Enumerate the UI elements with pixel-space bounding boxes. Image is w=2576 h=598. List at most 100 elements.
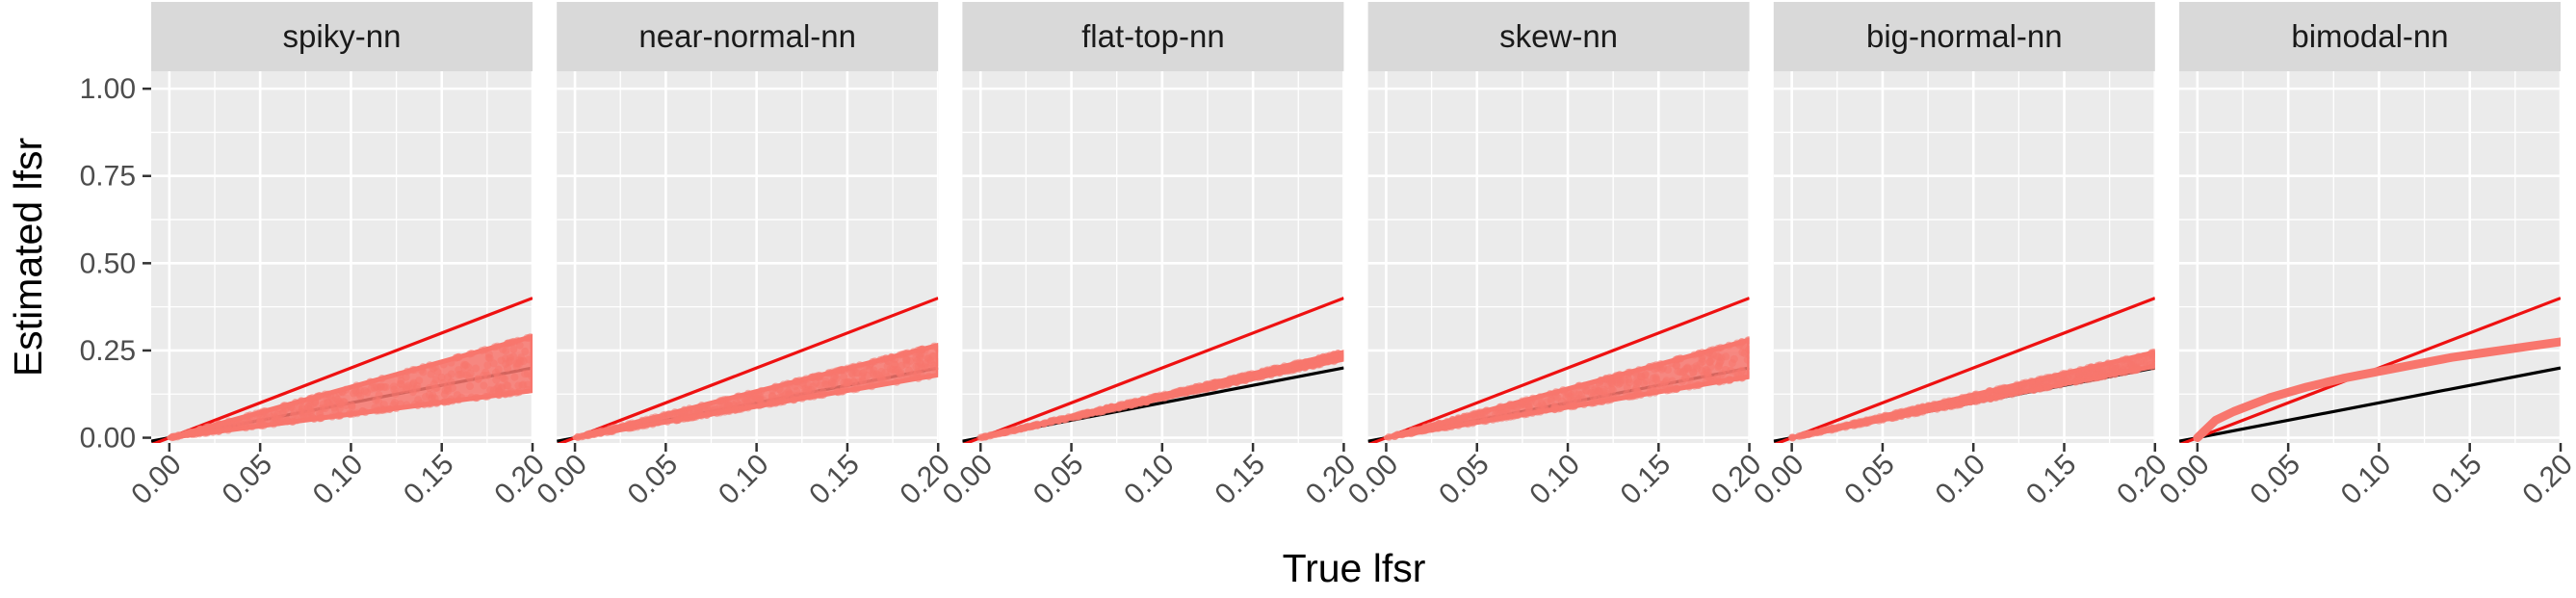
data-point (1637, 373, 1646, 381)
data-point (2024, 381, 2033, 390)
facet-strip (151, 2, 533, 71)
data-point (884, 356, 893, 365)
data-point (499, 345, 507, 353)
facet-panel: skew-nn0.00 0.05 0.10 0.15 0.20 (1342, 2, 1768, 510)
panel-plot-area (557, 71, 939, 443)
data-point (519, 380, 528, 389)
data-point (507, 387, 515, 396)
data-point (1632, 379, 1641, 388)
data-point (2100, 372, 2109, 380)
data-point (503, 339, 511, 348)
data-point (1596, 398, 1604, 406)
data-point (361, 408, 370, 417)
data-point (729, 400, 738, 408)
data-point (499, 374, 507, 382)
y-axis: 0.00 0.25 0.50 0.75 1.00 (80, 73, 151, 455)
data-point (247, 423, 256, 431)
data-point (1654, 379, 1663, 388)
data-point (602, 427, 611, 435)
data-point (1714, 344, 1723, 352)
data-point (1195, 382, 1204, 391)
data-point (350, 389, 358, 398)
data-point (1702, 365, 1710, 374)
x-tick-label: 0.15 (2426, 449, 2488, 511)
data-point (2075, 370, 2084, 378)
data-point (922, 359, 930, 368)
data-point (1726, 376, 1734, 384)
data-point (847, 363, 856, 372)
data-point (403, 381, 412, 390)
facet-strip (2179, 2, 2561, 71)
data-point (236, 419, 245, 428)
data-point (1547, 397, 1555, 405)
facet-title: spiky-nn (283, 18, 402, 54)
data-point (1218, 378, 1227, 387)
data-point (806, 390, 815, 399)
x-tick-label: 0.15 (1209, 449, 1271, 511)
data-point (716, 405, 725, 414)
y-tick-label: 0.75 (80, 161, 136, 193)
data-point (756, 392, 765, 401)
data-point (2058, 370, 2067, 378)
data-point (902, 360, 911, 369)
data-point (372, 396, 380, 404)
data-point (1939, 401, 1948, 409)
data-point (321, 404, 329, 413)
data-point (1579, 382, 1588, 391)
facet-title: near-normal-nn (638, 18, 856, 54)
x-tick-label: 0.10 (713, 449, 775, 511)
data-point (1731, 368, 1740, 377)
data-point (1743, 355, 1750, 364)
data-point (327, 412, 336, 421)
data-point (779, 380, 788, 389)
data-point (1715, 377, 1724, 386)
data-point (297, 407, 305, 416)
data-point (1623, 383, 1631, 392)
data-point (490, 343, 499, 351)
data-point (1262, 370, 1270, 378)
data-point (519, 357, 528, 366)
data-point (816, 371, 824, 379)
x-tick-label: 0.05 (1838, 449, 1901, 511)
data-point (786, 389, 794, 398)
data-point (1737, 338, 1746, 347)
data-point (1813, 429, 1822, 437)
facet-panels: spiky-nn 0.00 0.05 0.10 0.15 0.20 near-normal-… (125, 2, 2576, 510)
data-point (459, 369, 468, 377)
data-point (483, 371, 492, 379)
data-point (1574, 394, 1582, 403)
facet-panel: near-normal-nn0.00 0.05 0.10 0.15 0.20 (531, 2, 956, 510)
data-point (323, 394, 331, 403)
x-tick-label: 0.15 (1615, 449, 1678, 511)
data-point (1681, 374, 1690, 382)
x-tick-label: 0.00 (531, 449, 593, 511)
data-point (215, 420, 223, 429)
data-point (1933, 404, 1941, 413)
data-point (1617, 373, 1626, 381)
data-point (478, 347, 486, 355)
data-point (1443, 423, 1451, 431)
x-tick-label: 0.05 (2244, 449, 2306, 511)
data-point (1832, 425, 1840, 433)
data-point (1557, 397, 1566, 405)
data-point (1517, 401, 1525, 409)
data-point (1254, 373, 1262, 381)
data-point (465, 374, 474, 382)
data-point (1916, 406, 1925, 415)
data-point (766, 398, 774, 406)
data-point (2140, 358, 2148, 367)
data-point (2002, 387, 2011, 396)
data-point (228, 420, 237, 429)
data-point (396, 400, 404, 408)
data-point (504, 381, 512, 390)
data-point (498, 384, 507, 393)
facet-title: big-normal-nn (1866, 18, 2063, 54)
data-point (1559, 386, 1568, 395)
data-curve (2193, 337, 2561, 443)
data-point (243, 412, 251, 421)
data-point (1623, 390, 1631, 399)
data-point (1704, 374, 1713, 382)
x-tick-label: 0.00 (1748, 449, 1810, 511)
data-point (1630, 386, 1639, 395)
data-point (1672, 355, 1680, 364)
